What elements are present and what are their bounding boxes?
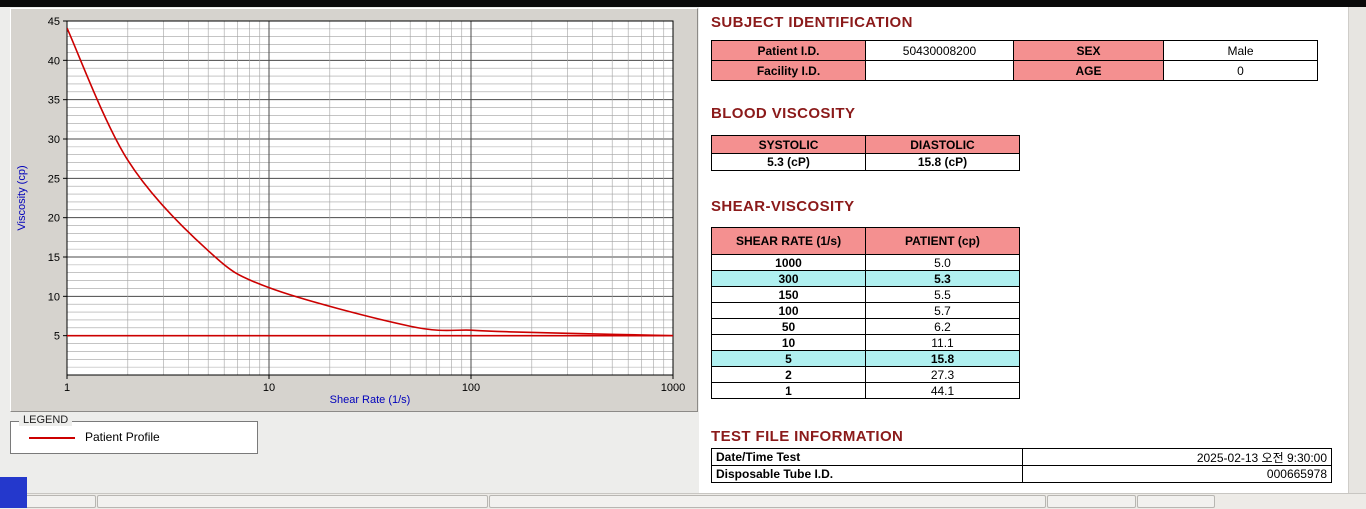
statusbar-segment-2[interactable] <box>97 495 488 508</box>
date-time-label: Date/Time Test <box>712 449 1022 465</box>
diastolic-header: DIASTOLIC <box>866 136 1019 153</box>
svg-text:Shear Rate (1/s): Shear Rate (1/s) <box>330 394 411 406</box>
disposable-tube-label: Disposable Tube I.D. <box>712 466 1022 482</box>
sex-value: Male <box>1164 41 1317 60</box>
shear-rate-cell: 150 <box>712 287 865 302</box>
shear-patient-value-cell: 5.7 <box>866 303 1019 318</box>
diastolic-value: 15.8 (cP) <box>866 154 1019 170</box>
systolic-header: SYSTOLIC <box>712 136 865 153</box>
svg-text:45: 45 <box>48 16 60 28</box>
shear-rate-cell: 10 <box>712 335 865 350</box>
disposable-tube-value: 000665978 <box>1023 466 1331 482</box>
test-file-information-title: TEST FILE INFORMATION <box>711 428 904 445</box>
shear-rate-cell: 1 <box>712 383 865 398</box>
facility-id-value <box>866 61 1013 80</box>
svg-text:10: 10 <box>48 291 60 303</box>
shear-patient-value-cell: 15.8 <box>866 351 1019 366</box>
statusbar-segment-4[interactable] <box>1047 495 1136 508</box>
legend-item-label: Patient Profile <box>85 430 160 444</box>
facility-id-label: Facility I.D. <box>712 61 865 80</box>
shear-rate-cell: 2 <box>712 367 865 382</box>
svg-text:40: 40 <box>48 55 60 67</box>
legend-line-sample <box>29 437 75 439</box>
shear-patient-value-cell: 44.1 <box>866 383 1019 398</box>
shear-viscosity-title: SHEAR-VISCOSITY <box>711 198 855 215</box>
age-value: 0 <box>1164 61 1317 80</box>
shear-patient-value-cell: 5.5 <box>866 287 1019 302</box>
svg-text:10: 10 <box>263 382 275 394</box>
shear-patient-value-cell: 5.3 <box>866 271 1019 286</box>
subject-identification-title: SUBJECT IDENTIFICATION <box>711 14 913 31</box>
date-time-value: 2025-02-13 오전 9:30:00 <box>1023 449 1331 465</box>
shear-patient-value-cell: 11.1 <box>866 335 1019 350</box>
test-file-table: Date/Time Test 2025-02-13 오전 9:30:00 Dis… <box>711 448 1332 483</box>
shear-patient-value-cell: 6.2 <box>866 319 1019 334</box>
shear-patient-value-cell: 27.3 <box>866 367 1019 382</box>
svg-text:20: 20 <box>48 213 60 225</box>
patient-value-header: PATIENT (cp) <box>866 228 1019 254</box>
subject-identification-table: Patient I.D. 50430008200 SEX Male Facili… <box>711 40 1318 81</box>
right-margin-strip <box>1348 7 1366 493</box>
blood-viscosity-table: SYSTOLIC DIASTOLIC 5.3 (cP) 15.8 (cP) <box>711 135 1020 171</box>
age-label: AGE <box>1014 61 1163 80</box>
shear-rate-cell: 5 <box>712 351 865 366</box>
shear-rate-cell: 300 <box>712 271 865 286</box>
chart-panel: 5 10 15 20 25 30 35 40 45 1 10 100 1000 Shear Rate (1… <box>10 8 698 412</box>
corner-logo <box>0 477 27 508</box>
statusbar-segment-5[interactable] <box>1137 495 1215 508</box>
svg-text:100: 100 <box>462 382 480 394</box>
svg-text:5: 5 <box>54 331 60 343</box>
patient-id-label: Patient I.D. <box>712 41 865 60</box>
sex-label: SEX <box>1014 41 1163 60</box>
viscosity-chart: 5 10 15 20 25 30 35 40 45 1 10 100 1000 Shear Rate (1… <box>16 16 685 406</box>
statusbar-segment-3[interactable] <box>489 495 1046 508</box>
systolic-value: 5.3 (cP) <box>712 154 865 170</box>
svg-text:30: 30 <box>48 134 60 146</box>
svg-text:15: 15 <box>48 252 60 264</box>
blood-viscosity-title: BLOOD VISCOSITY <box>711 105 856 122</box>
top-border <box>0 0 1366 7</box>
legend-box: LEGEND Patient Profile <box>10 414 258 454</box>
shear-rate-header: SHEAR RATE (1/s) <box>712 228 865 254</box>
shear-rate-cell: 1000 <box>712 255 865 270</box>
patient-id-value: 50430008200 <box>866 41 1013 60</box>
svg-text:1: 1 <box>64 382 70 394</box>
shear-patient-value-cell: 5.0 <box>866 255 1019 270</box>
svg-text:1000: 1000 <box>661 382 685 394</box>
svg-text:35: 35 <box>48 95 60 107</box>
svg-text:Viscosity (cp): Viscosity (cp) <box>16 165 28 230</box>
legend-title: LEGEND <box>19 414 73 426</box>
shear-viscosity-table: SHEAR RATE (1/s) PATIENT (cp) 1000 5.0 300… <box>711 227 1020 399</box>
svg-text:25: 25 <box>48 173 60 185</box>
shear-rate-cell: 50 <box>712 319 865 334</box>
shear-rate-cell: 100 <box>712 303 865 318</box>
